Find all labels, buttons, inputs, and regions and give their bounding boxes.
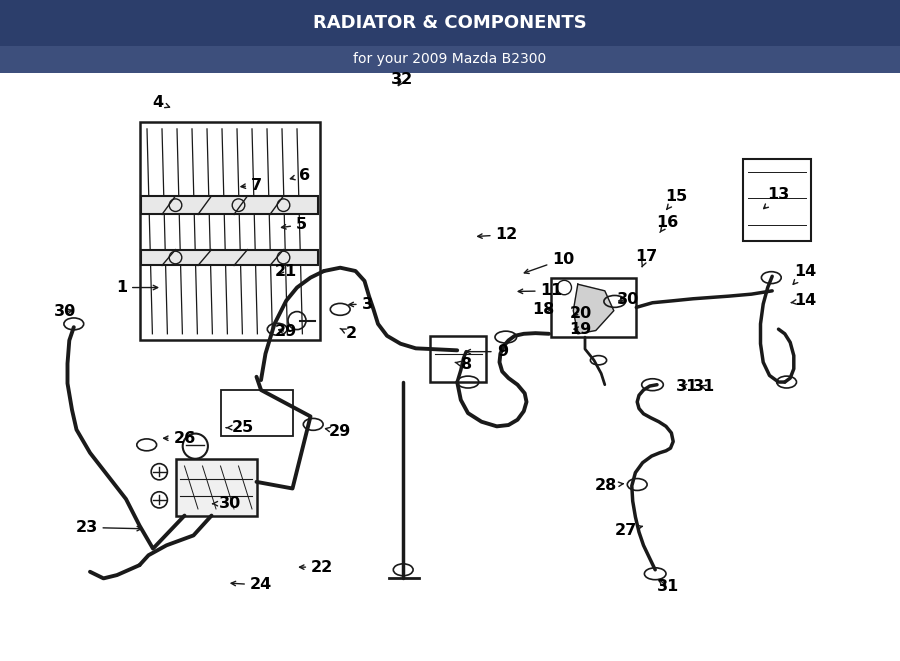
Text: 9: 9: [466, 344, 508, 359]
Bar: [140, 122, 320, 340]
Text: 30: 30: [617, 292, 639, 307]
Bar: [141, 196, 318, 214]
Text: 27: 27: [615, 523, 643, 537]
Text: 1: 1: [116, 280, 158, 295]
Bar: [551, 278, 636, 337]
Text: 4: 4: [152, 95, 169, 110]
Text: 7: 7: [241, 178, 262, 192]
Text: 6: 6: [291, 168, 310, 182]
Text: 8: 8: [455, 358, 472, 372]
Text: 20: 20: [570, 307, 591, 321]
Text: 2: 2: [340, 327, 356, 341]
Text: 24: 24: [231, 578, 272, 592]
Text: 16: 16: [657, 215, 679, 233]
Text: 29: 29: [326, 424, 351, 439]
Bar: [0, 46, 900, 73]
Text: 31: 31: [657, 579, 679, 594]
Text: 12: 12: [478, 227, 518, 242]
Text: 31: 31: [676, 379, 698, 394]
Text: 11: 11: [518, 284, 562, 298]
Bar: [743, 159, 811, 241]
Text: 5: 5: [282, 217, 307, 232]
Circle shape: [183, 434, 208, 459]
Text: 3: 3: [349, 297, 373, 311]
Text: 14: 14: [791, 293, 816, 308]
Text: 32: 32: [392, 72, 413, 87]
Text: 25: 25: [226, 420, 254, 435]
Text: RADIATOR & COMPONENTS: RADIATOR & COMPONENTS: [313, 14, 587, 32]
Text: 30: 30: [212, 496, 240, 511]
Text: 10: 10: [525, 252, 574, 274]
Text: 19: 19: [570, 322, 591, 336]
Bar: [220, 390, 292, 436]
Text: 22: 22: [300, 560, 333, 574]
Text: 14: 14: [793, 264, 816, 284]
Text: 28: 28: [595, 479, 623, 493]
Text: 21: 21: [275, 264, 297, 278]
Text: 29: 29: [275, 325, 297, 339]
Bar: [176, 459, 256, 516]
Bar: [430, 336, 486, 382]
Bar: [141, 250, 318, 266]
Text: 13: 13: [764, 188, 789, 209]
Text: 26: 26: [164, 431, 195, 446]
Text: 30: 30: [54, 305, 76, 319]
Text: 17: 17: [635, 249, 657, 267]
Text: 18: 18: [533, 302, 554, 317]
Text: 23: 23: [76, 520, 141, 535]
Bar: [0, 0, 900, 46]
Text: 31: 31: [693, 379, 715, 394]
Text: 15: 15: [666, 190, 688, 210]
Text: for your 2009 Mazda B2300: for your 2009 Mazda B2300: [354, 52, 546, 67]
Polygon shape: [573, 284, 614, 334]
